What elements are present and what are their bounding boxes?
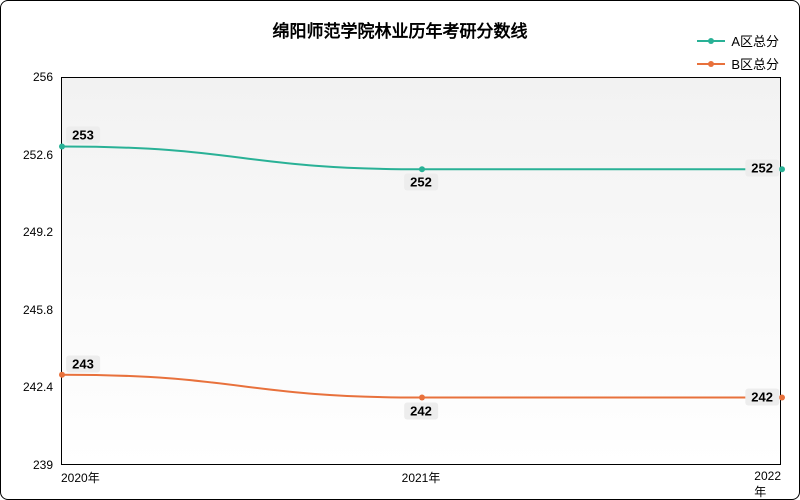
legend-line-a [697, 40, 725, 42]
y-tick-label: 239 [33, 458, 53, 472]
data-label: 253 [66, 127, 100, 144]
data-label: 242 [745, 388, 779, 405]
chart-container: 绵阳师范学院林业历年考研分数线 A区总分 B区总分 239 242.4 245.8 2… [0, 0, 800, 500]
data-label: 252 [404, 174, 438, 191]
legend: A区总分 B区总分 [697, 31, 779, 77]
series-a-line [62, 146, 782, 169]
y-tick-label: 256 [33, 70, 53, 84]
series-b-markers [59, 372, 785, 401]
data-point [59, 143, 65, 149]
x-tick-label: 2021年 [402, 469, 441, 486]
x-tick-label: 2020年 [61, 469, 100, 486]
x-tick-label: 2022年 [754, 469, 781, 500]
series-a-markers [59, 143, 785, 172]
data-point [779, 395, 785, 401]
data-label: 242 [404, 402, 438, 419]
legend-item: A区总分 [697, 31, 779, 50]
y-tick-label: 245.8 [23, 303, 53, 317]
data-point [419, 395, 425, 401]
y-tick-label: 252.6 [23, 148, 53, 162]
legend-label-a: A区总分 [731, 31, 779, 50]
legend-marker-b [708, 61, 714, 67]
data-point [779, 166, 785, 172]
data-label: 252 [745, 160, 779, 177]
chart-title: 绵阳师范学院林业历年考研分数线 [273, 17, 528, 42]
legend-item: B区总分 [697, 54, 779, 73]
y-tick-label: 242.4 [23, 380, 53, 394]
data-point [419, 166, 425, 172]
data-point [59, 372, 65, 378]
legend-marker-a [708, 38, 714, 44]
data-label: 243 [66, 355, 100, 372]
series-b-line [62, 375, 782, 398]
legend-label-b: B区总分 [731, 54, 779, 73]
legend-line-b [697, 63, 725, 65]
y-tick-label: 249.2 [23, 225, 53, 239]
